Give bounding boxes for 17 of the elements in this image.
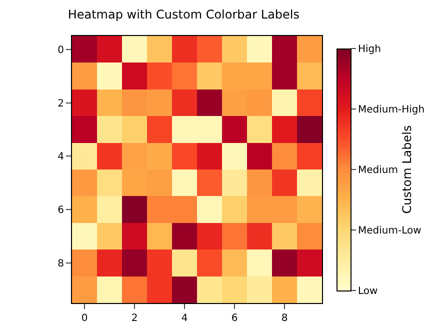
- color-bar-label: Low: [358, 286, 378, 297]
- y-tick-label: 6: [58, 205, 64, 216]
- color-bar-title: Custom Labels: [400, 125, 414, 214]
- x-tick-label: 2: [131, 313, 138, 324]
- color-bar-label: High: [358, 44, 381, 55]
- x-tick-label: 6: [231, 313, 238, 324]
- y-tick-label: 4: [58, 152, 64, 163]
- x-tick-label: 4: [181, 313, 188, 324]
- color-bar-label: Medium-High: [358, 104, 425, 116]
- color-bar-label: Medium-Low: [358, 226, 422, 236]
- x-tick-label: 0: [81, 313, 88, 324]
- y-tick-label: 8: [58, 258, 64, 270]
- chart-title: Heatmap with Custom Colorbar Labels: [68, 7, 300, 22]
- y-tick-label: 2: [58, 98, 64, 110]
- y-tick-label: 0: [58, 44, 64, 56]
- x-tick-label: 8: [281, 313, 288, 324]
- color-bar-label: Medium: [358, 165, 398, 176]
